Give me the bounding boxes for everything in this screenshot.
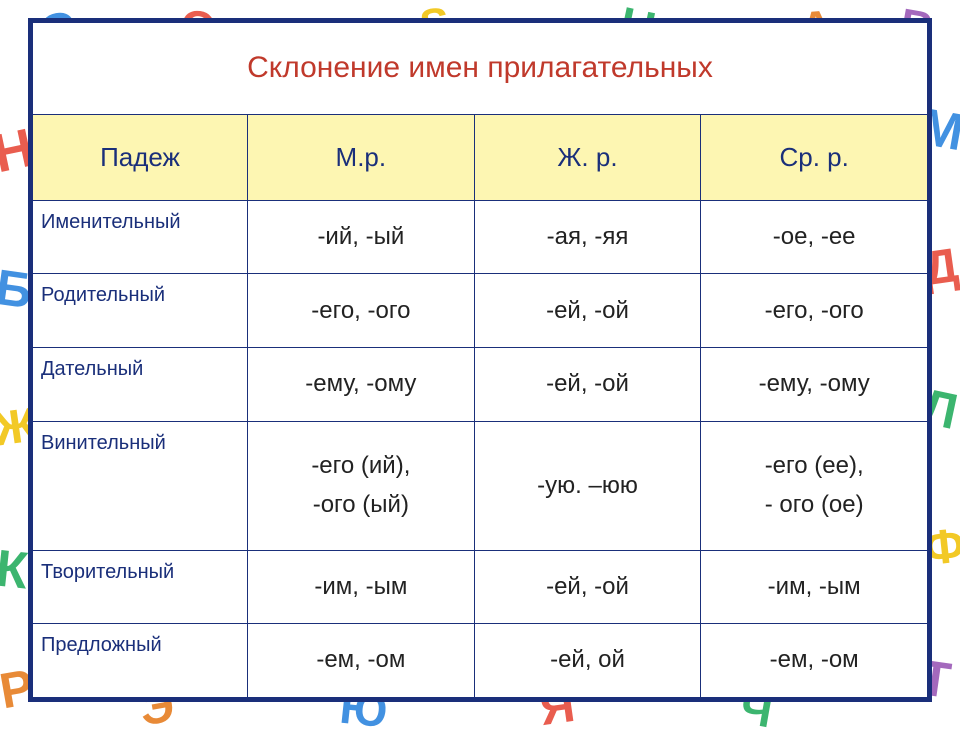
header-row: Падеж М.р. Ж. р. Ср. р. (33, 114, 928, 200)
ending-cell: -ей, -ой (474, 550, 701, 624)
ending-cell: -его, -ого (248, 274, 475, 348)
ending-cell: -им, -ым (248, 550, 475, 624)
ending-cell: -ему, -ому (701, 348, 928, 422)
table-row: Предложный-ем, -ом-ей, ой-ем, -ом (33, 624, 928, 698)
case-name: Предложный (33, 624, 248, 698)
ending-cell: -ая, -яя (474, 200, 701, 274)
table-row: Дательный-ему, -ому-ей, -ой-ему, -ому (33, 348, 928, 422)
decor-letter: К (0, 539, 31, 602)
declension-table: Склонение имен прилагательных Падеж М.р.… (32, 22, 928, 698)
title-row: Склонение имен прилагательных (33, 23, 928, 115)
ending-cell: -ую. –юю (474, 421, 701, 550)
ending-cell: -ему, -ому (248, 348, 475, 422)
case-name: Родительный (33, 274, 248, 348)
header-masculine: М.р. (248, 114, 475, 200)
ending-cell: -им, -ым (701, 550, 928, 624)
table-frame: Склонение имен прилагательных Падеж М.р.… (28, 18, 932, 702)
table-title: Склонение имен прилагательных (33, 23, 928, 115)
ending-cell: -ей, -ой (474, 274, 701, 348)
ending-cell: -его (ий),-ого (ый) (248, 421, 475, 550)
table-row: Винительный-его (ий),-ого (ый)-ую. –юю-е… (33, 421, 928, 550)
header-feminine: Ж. р. (474, 114, 701, 200)
table-row: Творительный-им, -ым-ей, -ой-им, -ым (33, 550, 928, 624)
ending-cell: -ей, ой (474, 624, 701, 698)
ending-cell: -его (ее),- ого (ое) (701, 421, 928, 550)
ending-cell: -ий, -ый (248, 200, 475, 274)
ending-cell: -ое, -ее (701, 200, 928, 274)
ending-cell: -ей, -ой (474, 348, 701, 422)
table-body: Именительный-ий, -ый-ая, -яя-ое, -ееРоди… (33, 200, 928, 697)
ending-cell: -ем, -ом (701, 624, 928, 698)
header-neuter: Ср. р. (701, 114, 928, 200)
case-name: Творительный (33, 550, 248, 624)
case-name: Винительный (33, 421, 248, 550)
ending-cell: -его, -ого (701, 274, 928, 348)
header-case: Падеж (33, 114, 248, 200)
ending-cell: -ем, -ом (248, 624, 475, 698)
case-name: Дательный (33, 348, 248, 422)
table-row: Родительный-его, -ого-ей, -ой-его, -ого (33, 274, 928, 348)
case-name: Именительный (33, 200, 248, 274)
table-row: Именительный-ий, -ый-ая, -яя-ое, -ее (33, 200, 928, 274)
